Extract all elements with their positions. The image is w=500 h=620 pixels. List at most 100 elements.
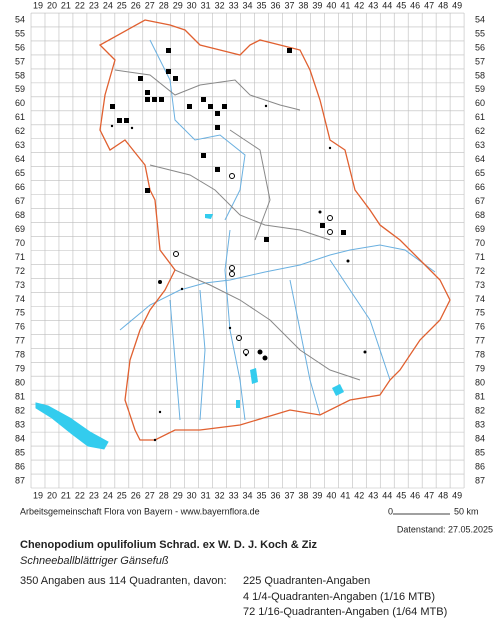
row-label: 75 xyxy=(475,308,485,318)
column-label: 22 xyxy=(75,490,85,500)
row-label: 86 xyxy=(475,461,485,471)
row-label: 80 xyxy=(15,378,25,388)
column-label: 31 xyxy=(201,0,211,10)
column-label: 22 xyxy=(75,0,85,10)
grid xyxy=(30,12,465,489)
row-label: 60 xyxy=(475,98,485,108)
row-label: 74 xyxy=(475,294,485,304)
column-label: 29 xyxy=(173,0,183,10)
row-label: 74 xyxy=(15,294,25,304)
credit: Arbeitsgemeinschaft Flora von Bayern - w… xyxy=(20,506,260,516)
row-label: 78 xyxy=(15,350,25,360)
row-label: 67 xyxy=(475,196,485,206)
row-label: 85 xyxy=(15,447,25,457)
row-label: 71 xyxy=(475,252,485,262)
column-label: 32 xyxy=(215,490,225,500)
stats-line: 72 1/16-Quadranten-Angaben (1/64 MTB) xyxy=(243,606,447,618)
row-label: 58 xyxy=(475,70,485,80)
row-label: 54 xyxy=(15,14,25,24)
row-label: 70 xyxy=(15,238,25,248)
column-label: 33 xyxy=(229,0,239,10)
row-label: 75 xyxy=(15,308,25,318)
title: Chenopodium opulifolium Schrad. ex W. D.… xyxy=(20,539,318,551)
column-label: 44 xyxy=(382,490,392,500)
row-label: 85 xyxy=(475,447,485,457)
row-label: 59 xyxy=(15,84,25,94)
row-label: 77 xyxy=(475,336,485,346)
row-label: 71 xyxy=(15,252,25,262)
row-label: 61 xyxy=(475,112,485,122)
date: Datenstand: 27.05.2025 xyxy=(397,524,493,534)
row-label: 64 xyxy=(475,154,485,164)
column-label: 40 xyxy=(326,490,336,500)
row-label: 57 xyxy=(475,56,485,66)
column-label: 20 xyxy=(47,0,57,10)
column-label: 20 xyxy=(47,490,57,500)
row-label: 82 xyxy=(15,406,25,416)
row-label: 84 xyxy=(15,433,25,443)
row-label: 87 xyxy=(475,475,485,485)
column-label: 19 xyxy=(33,0,43,10)
records-open xyxy=(173,173,333,355)
column-label: 33 xyxy=(229,490,239,500)
subtitle: Schneeballblättriger Gänsefuß xyxy=(20,555,169,567)
column-label: 32 xyxy=(215,0,225,10)
row-label: 57 xyxy=(15,56,25,66)
column-label: 21 xyxy=(61,490,71,500)
row-label: 81 xyxy=(15,392,25,402)
column-label: 49 xyxy=(452,0,462,10)
lakes-small xyxy=(205,214,344,408)
row-label: 76 xyxy=(15,322,25,332)
row-label: 66 xyxy=(475,182,485,192)
row-label: 84 xyxy=(475,433,485,443)
column-label: 38 xyxy=(298,0,308,10)
row-label: 73 xyxy=(475,280,485,290)
column-label: 41 xyxy=(340,0,350,10)
stats-line: 4 1/4-Quadranten-Angaben (1/16 MTB) xyxy=(243,591,435,603)
column-label: 42 xyxy=(354,490,364,500)
row-label: 80 xyxy=(475,378,485,388)
row-label: 67 xyxy=(15,196,25,206)
column-label: 42 xyxy=(354,0,364,10)
column-label: 25 xyxy=(117,490,127,500)
row-label: 59 xyxy=(475,84,485,94)
column-label: 43 xyxy=(368,490,378,500)
column-label: 47 xyxy=(424,490,434,500)
column-label: 26 xyxy=(131,0,141,10)
column-label: 49 xyxy=(452,490,462,500)
column-label: 23 xyxy=(89,0,99,10)
column-label: 27 xyxy=(145,0,155,10)
column-label: 44 xyxy=(382,0,392,10)
column-label: 35 xyxy=(257,490,267,500)
row-label: 66 xyxy=(15,182,25,192)
column-label: 30 xyxy=(187,490,197,500)
row-label: 72 xyxy=(475,266,485,276)
column-label: 48 xyxy=(438,0,448,10)
row-label: 68 xyxy=(15,210,25,220)
row-label: 69 xyxy=(15,224,25,234)
row-label: 70 xyxy=(475,238,485,248)
row-label: 65 xyxy=(475,168,485,178)
column-label: 35 xyxy=(257,0,267,10)
row-label: 62 xyxy=(15,126,25,136)
row-label: 60 xyxy=(15,98,25,108)
column-label: 34 xyxy=(243,0,253,10)
district-borders xyxy=(114,69,361,381)
column-label: 36 xyxy=(270,490,280,500)
row-label: 79 xyxy=(15,364,25,374)
row-label: 77 xyxy=(15,336,25,346)
column-label: 43 xyxy=(368,0,378,10)
row-label: 79 xyxy=(475,364,485,374)
row-label: 83 xyxy=(475,420,485,430)
column-label: 37 xyxy=(284,0,294,10)
stats-line: 225 Quadranten-Angaben xyxy=(243,575,370,587)
records xyxy=(110,48,367,442)
column-label: 47 xyxy=(424,0,434,10)
column-label: 25 xyxy=(117,0,127,10)
row-label: 81 xyxy=(475,392,485,402)
column-label: 36 xyxy=(270,0,280,10)
row-label: 83 xyxy=(15,420,25,430)
column-label: 26 xyxy=(131,490,141,500)
column-label: 31 xyxy=(201,490,211,500)
